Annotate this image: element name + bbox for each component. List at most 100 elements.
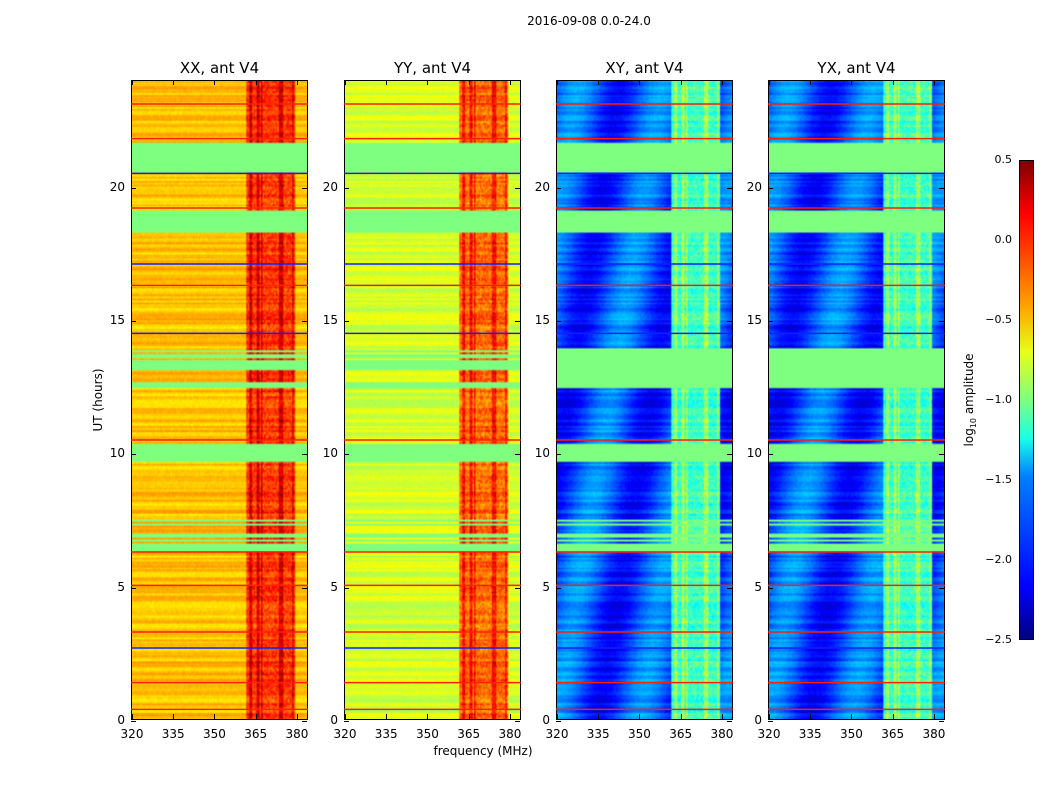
- x-tick-mark: [345, 714, 346, 719]
- x-tick-label: 335: [798, 727, 822, 741]
- colorbar-tick-label: −2.5: [985, 633, 1012, 646]
- y-tick-mark: [344, 321, 349, 322]
- panel-3: YX, ant V4 320 335 350 365 380 0 5 10 15 20: [747, 59, 946, 741]
- x-tick-mark: [721, 80, 723, 85]
- x-tick-mark: [680, 80, 682, 85]
- y-tick-mark: [768, 721, 773, 722]
- y-tick-mark: [515, 454, 520, 456]
- y-tick-mark: [556, 721, 561, 722]
- heatmap: [769, 81, 944, 719]
- heatmap: [557, 81, 732, 719]
- x-tick-mark: [509, 80, 511, 85]
- heatmap: [345, 81, 520, 719]
- y-tick-mark: [727, 454, 732, 456]
- x-tick-label: 335: [586, 727, 610, 741]
- x-tick-mark: [255, 80, 257, 85]
- y-tick-mark: [939, 721, 944, 722]
- y-tick-mark: [727, 721, 732, 722]
- y-tick-mark: [727, 321, 732, 322]
- x-tick-label: 320: [120, 727, 144, 741]
- y-tick-label: 15: [322, 313, 338, 327]
- x-tick-mark: [810, 80, 812, 85]
- x-tick-mark: [680, 714, 682, 719]
- x-tick-label: 320: [333, 727, 357, 741]
- colorbar-tick-label: −1.0: [985, 393, 1012, 406]
- y-tick-mark: [939, 187, 944, 189]
- y-tick-mark: [131, 321, 136, 322]
- y-tick-label: 0: [117, 713, 125, 727]
- y-tick-label: 20: [746, 179, 762, 194]
- y-tick-mark: [768, 587, 773, 589]
- x-tick-mark: [509, 714, 511, 719]
- x-tick-label: 335: [374, 727, 398, 741]
- y-tick-mark: [344, 721, 349, 722]
- y-tick-label: 5: [754, 579, 762, 594]
- y-tick-label: 15: [534, 313, 550, 327]
- colorbar-tick-label: 0.5: [994, 153, 1013, 166]
- panel-title: YY, ant V4: [393, 59, 471, 77]
- panel-title: XY, ant V4: [605, 59, 684, 77]
- y-tick-label: 10: [322, 446, 338, 461]
- x-tick-label: 350: [628, 727, 651, 741]
- y-tick-label: 15: [746, 313, 762, 327]
- y-tick-mark: [939, 321, 944, 322]
- y-tick-label: 5: [117, 579, 125, 594]
- y-tick-mark: [302, 187, 307, 189]
- y-tick-mark: [302, 454, 307, 456]
- x-tick-label: 365: [669, 727, 693, 741]
- y-tick-label: 0: [754, 713, 762, 727]
- y-tick-mark: [302, 721, 307, 722]
- y-tick-mark: [131, 454, 136, 456]
- x-tick-mark: [296, 80, 298, 85]
- x-tick-label: 380: [498, 727, 522, 741]
- y-tick-mark: [556, 321, 561, 322]
- panel-1: YY, ant V4 320 335 350 365 380 0 5 10 15 20: [323, 59, 522, 741]
- x-tick-mark: [427, 714, 429, 719]
- x-tick-label: 350: [840, 727, 863, 741]
- y-tick-mark: [939, 587, 944, 589]
- x-tick-mark: [468, 714, 470, 719]
- x-tick-label: 320: [545, 727, 569, 741]
- y-tick-label: 15: [109, 313, 125, 327]
- x-tick-mark: [255, 714, 257, 719]
- x-tick-mark: [639, 714, 641, 719]
- x-tick-label: 350: [416, 727, 439, 741]
- x-tick-mark: [810, 714, 812, 719]
- y-tick-mark: [515, 587, 520, 589]
- y-tick-mark: [556, 587, 561, 589]
- x-tick-label: 365: [881, 727, 905, 741]
- y-tick-label: 5: [542, 579, 550, 594]
- y-tick-mark: [768, 454, 773, 456]
- x-tick-mark: [132, 80, 133, 85]
- y-tick-mark: [515, 187, 520, 189]
- colorbar-tick-label: −2.0: [985, 553, 1012, 566]
- panel-0: XX, ant V4 320 335 350 365 380 0 5 10 15 20: [110, 59, 309, 741]
- y-tick-mark: [727, 187, 732, 189]
- x-tick-mark: [557, 714, 558, 719]
- y-tick-label: 5: [330, 579, 338, 594]
- x-tick-mark: [933, 714, 935, 719]
- y-tick-mark: [344, 187, 349, 189]
- y-tick-mark: [768, 187, 773, 189]
- x-tick-mark: [933, 80, 935, 85]
- y-tick-mark: [515, 321, 520, 322]
- colorbar-label: log10 amplitude: [961, 353, 979, 447]
- x-tick-label: 380: [710, 727, 734, 741]
- heatmap: [132, 81, 307, 719]
- y-tick-mark: [302, 321, 307, 322]
- colorbar-tick-label: −1.5: [985, 473, 1012, 486]
- y-tick-mark: [768, 321, 773, 322]
- x-tick-label: 335: [161, 727, 185, 741]
- x-tick-mark: [214, 80, 216, 85]
- colorbar-tick-label: 0.0: [994, 233, 1013, 246]
- y-tick-label: 10: [534, 446, 550, 461]
- x-tick-mark: [214, 714, 216, 719]
- x-tick-mark: [427, 80, 429, 85]
- y-tick-mark: [344, 587, 349, 589]
- y-tick-label: 20: [534, 179, 550, 194]
- x-tick-mark: [345, 80, 346, 85]
- x-tick-mark: [639, 80, 641, 85]
- x-tick-mark: [557, 80, 558, 85]
- x-tick-mark: [296, 714, 298, 719]
